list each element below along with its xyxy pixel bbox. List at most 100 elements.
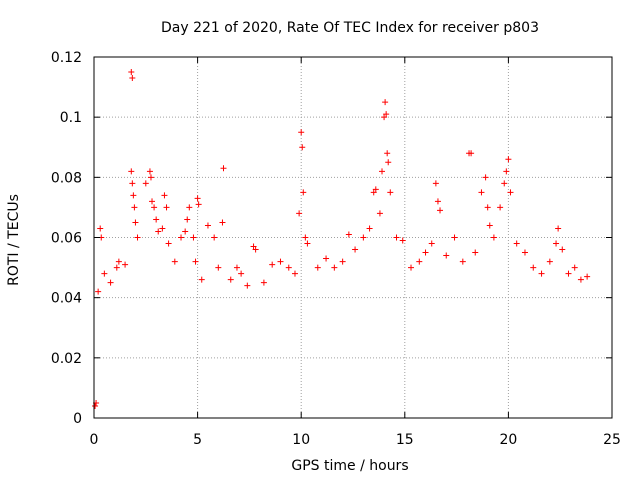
data-point	[300, 189, 307, 196]
y-tick-label: 0.04	[51, 291, 82, 307]
data-point	[291, 270, 298, 277]
data-point	[331, 264, 338, 271]
data-point	[198, 276, 205, 283]
data-point	[370, 189, 377, 196]
data-point	[360, 234, 367, 241]
data-point	[559, 246, 566, 253]
data-point	[521, 249, 528, 256]
data-point	[345, 231, 352, 238]
data-point	[571, 264, 578, 271]
data-point	[165, 240, 172, 247]
data-point	[422, 249, 429, 256]
data-point	[490, 234, 497, 241]
data-point	[304, 240, 311, 247]
data-point	[252, 246, 259, 253]
data-point	[129, 180, 136, 187]
data-point	[132, 219, 139, 226]
data-point	[227, 276, 234, 283]
data-point	[122, 261, 129, 268]
data-point	[163, 204, 170, 211]
data-point	[314, 264, 321, 271]
data-point	[443, 252, 450, 259]
data-point	[159, 225, 166, 232]
data-point	[505, 156, 512, 163]
data-point	[115, 258, 122, 265]
x-tick-label: 5	[193, 432, 202, 448]
data-point	[182, 228, 189, 235]
data-point	[546, 258, 553, 265]
data-point	[302, 234, 309, 241]
data-point	[416, 258, 423, 265]
data-point	[184, 216, 191, 223]
data-point	[128, 168, 135, 175]
y-tick-label: 0.02	[51, 351, 82, 367]
data-point	[584, 273, 591, 280]
data-point	[352, 246, 359, 253]
data-point	[381, 114, 388, 121]
data-point	[244, 282, 251, 289]
data-point	[95, 288, 102, 295]
data-point	[149, 198, 156, 205]
data-point	[376, 210, 383, 217]
data-point	[451, 234, 458, 241]
data-point	[155, 228, 162, 235]
data-point	[372, 186, 379, 193]
data-point	[482, 174, 489, 181]
data-point	[186, 204, 193, 211]
data-point	[486, 222, 493, 229]
y-axis: 0 0.02 0.04 0.06 0.08 0.1 0.12	[51, 50, 612, 427]
data-point	[577, 276, 584, 283]
data-point	[555, 225, 562, 232]
y-axis-label: ROTI / TECUs	[6, 194, 22, 286]
data-point	[285, 264, 292, 271]
data-point	[194, 195, 201, 202]
data-point	[484, 204, 491, 211]
data-point	[434, 198, 441, 205]
data-point	[204, 222, 211, 229]
data-point	[383, 111, 390, 118]
data-point	[250, 243, 257, 250]
data-point	[142, 180, 149, 187]
data-point	[134, 234, 141, 241]
data-point	[146, 168, 153, 175]
data-point	[387, 189, 394, 196]
data-point	[530, 264, 537, 271]
data-point	[277, 258, 284, 265]
data-point	[428, 240, 435, 247]
data-point	[260, 279, 267, 286]
x-tick-label: 0	[90, 432, 99, 448]
x-axis-label: GPS time / hours	[291, 458, 408, 474]
data-point	[190, 234, 197, 241]
data-point	[151, 204, 158, 211]
data-point	[382, 99, 389, 106]
data-point	[339, 258, 346, 265]
chart-title: Day 221 of 2020, Rate Of TEC Index for r…	[161, 20, 539, 36]
y-tick-label: 0.08	[51, 170, 82, 186]
y-tick-label: 0	[73, 411, 82, 427]
data-point	[366, 225, 373, 232]
data-point	[385, 159, 392, 166]
data-point	[220, 165, 227, 172]
data-point	[101, 270, 108, 277]
data-point	[384, 150, 391, 157]
data-point	[233, 264, 240, 271]
data-point	[393, 234, 400, 241]
x-tick-label: 20	[499, 432, 517, 448]
data-point	[215, 264, 222, 271]
data-point	[147, 174, 154, 181]
data-point	[195, 201, 202, 208]
data-point	[130, 192, 137, 199]
data-point	[399, 237, 406, 244]
data-point	[507, 189, 514, 196]
y-tick-label: 0.1	[60, 110, 82, 126]
y-tick-label: 0.06	[51, 231, 82, 247]
data-point	[323, 255, 330, 262]
x-axis: 0 5 10 15 20 25	[90, 57, 621, 448]
data-point	[497, 204, 504, 211]
data-point	[553, 240, 560, 247]
data-point	[437, 207, 444, 214]
data-point	[501, 180, 508, 187]
data-point	[129, 75, 136, 82]
data-point	[565, 270, 572, 277]
